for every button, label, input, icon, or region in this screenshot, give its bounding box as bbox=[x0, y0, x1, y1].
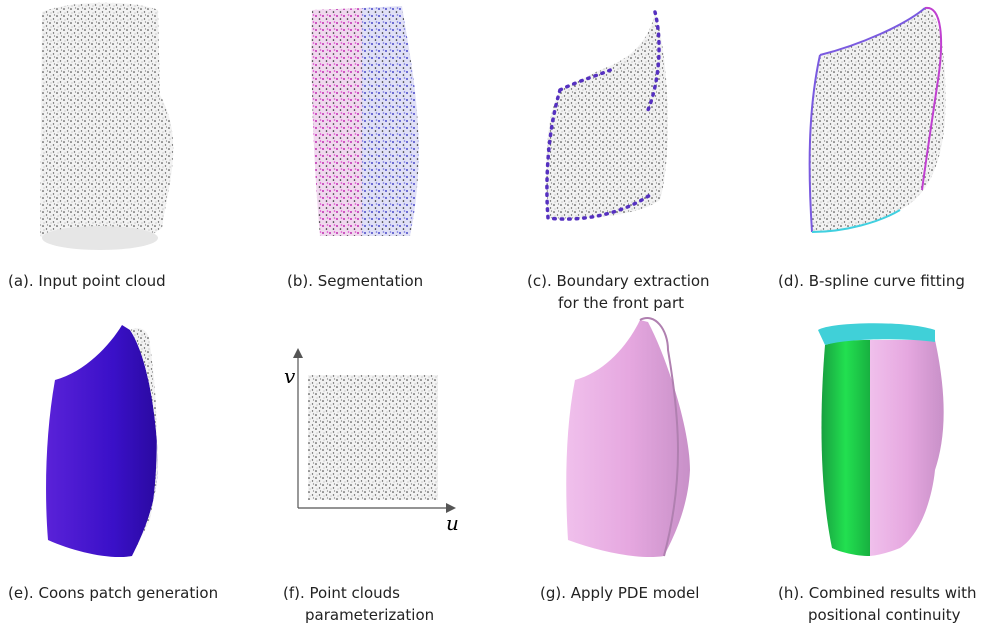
front-part bbox=[546, 12, 667, 218]
v-arrow bbox=[293, 348, 303, 358]
segment-blue bbox=[362, 6, 419, 236]
parameter-domain bbox=[308, 375, 438, 500]
segment-magenta bbox=[311, 8, 362, 236]
coons-patch bbox=[46, 325, 158, 557]
figure-graphics: v u bbox=[0, 0, 997, 626]
caption: positional continuity bbox=[808, 604, 960, 626]
caption: (g). Apply PDE model bbox=[540, 582, 699, 604]
caption: (a). Input point cloud bbox=[8, 270, 166, 292]
caption: for the front part bbox=[558, 292, 684, 314]
point-cloud-base bbox=[42, 226, 158, 250]
fitted-cloud bbox=[810, 8, 946, 232]
caption: (h). Combined results with bbox=[778, 582, 977, 604]
caption: (f). Point clouds bbox=[283, 582, 400, 604]
point-cloud bbox=[40, 3, 173, 247]
combined-pink bbox=[870, 340, 944, 556]
caption: parameterization bbox=[305, 604, 434, 626]
caption: (c). Boundary extraction bbox=[527, 270, 710, 292]
u-label: u bbox=[446, 511, 459, 535]
figure: v u (a). Input point cloud (b). Segmentat… bbox=[0, 0, 997, 626]
combined-green bbox=[821, 340, 870, 556]
caption: (d). B-spline curve fitting bbox=[778, 270, 965, 292]
v-label: v bbox=[284, 364, 296, 388]
caption: (e). Coons patch generation bbox=[8, 582, 218, 604]
caption: (b). Segmentation bbox=[287, 270, 423, 292]
